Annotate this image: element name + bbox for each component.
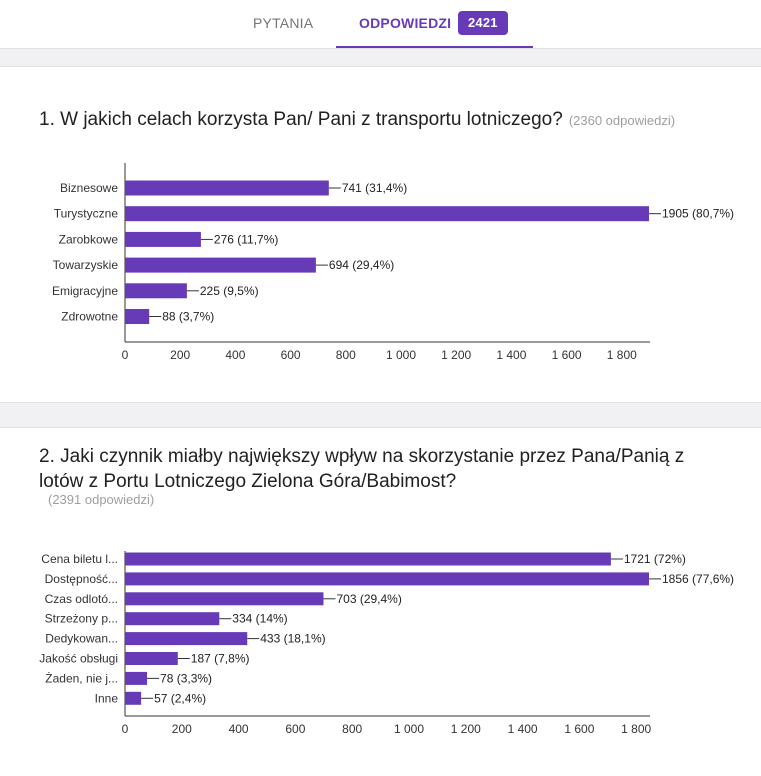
category-label: Inne <box>95 691 119 705</box>
question-1-bar-chart: Biznesowe 741 (31,4%) Turystyczne 1905 (80,… <box>52 163 734 362</box>
category-label: Turystyczne <box>54 207 119 221</box>
bar-0 <box>125 180 329 196</box>
x-tick-label: 800 <box>342 722 362 736</box>
x-tick-label: 200 <box>172 722 192 736</box>
x-tick-label: 0 <box>122 722 129 736</box>
bar-4 <box>125 283 187 299</box>
tab-responses[interactable]: ODPOWIEDZI 2421 <box>336 0 533 48</box>
data-label: 225 (9,5%) <box>200 284 259 298</box>
responses-count-badge: 2421 <box>458 11 508 35</box>
bar-0 <box>125 552 611 566</box>
bar-1 <box>125 206 649 222</box>
x-tick-label: 0 <box>122 348 129 362</box>
x-tick-label: 1 200 <box>451 722 481 736</box>
category-label: Cena biletu l... <box>41 552 118 566</box>
bar-1 <box>125 572 649 586</box>
x-tick-label: 1 000 <box>394 722 424 736</box>
category-label: Zdrowotne <box>61 310 118 324</box>
data-label: 78 (3,3%) <box>160 671 212 685</box>
question-2-text-line2: lotów z Portu Lotniczego Zielona Góra/Ba… <box>39 471 457 492</box>
category-label: Jakość obsługi <box>39 652 118 666</box>
bar-3 <box>125 257 316 273</box>
data-label: 1856 (77,6%) <box>662 572 734 586</box>
data-label: 276 (11,7%) <box>214 232 278 246</box>
category-label: Zarobkowe <box>59 232 119 246</box>
data-label: 703 (29,4%) <box>336 592 401 606</box>
section-divider <box>0 49 761 67</box>
data-label: 187 (7,8%) <box>191 652 250 666</box>
x-tick-label: 1 000 <box>386 348 416 362</box>
x-tick-label: 1 600 <box>564 722 594 736</box>
x-tick-label: 400 <box>229 722 249 736</box>
question-1-response-count: (2360 odpowiedzi) <box>568 113 676 128</box>
category-label: Biznesowe <box>60 181 118 195</box>
question-1-text: 1. W jakich celach korzysta Pan/ Pani z … <box>39 109 563 130</box>
x-tick-label: 1 400 <box>496 348 526 362</box>
x-tick-label: 1 200 <box>441 348 471 362</box>
category-label: Czas odlotó... <box>45 592 118 606</box>
x-tick-label: 600 <box>281 348 301 362</box>
bar-2 <box>125 592 324 606</box>
x-tick-label: 1 400 <box>508 722 538 736</box>
question-2-response-count: (2391 odpowiedzi) <box>48 492 155 507</box>
data-label: 1905 (80,7%) <box>662 207 734 221</box>
question-2-title: 2. Jaki czynnik miałby największy wpływ … <box>39 444 684 494</box>
bar-2 <box>125 231 201 247</box>
section-divider <box>0 402 761 428</box>
data-label: 88 (3,7%) <box>162 310 214 324</box>
category-label: Dedykowan... <box>45 632 118 646</box>
data-label: 694 (29,4%) <box>329 258 394 272</box>
bar-3 <box>125 612 220 626</box>
x-tick-label: 800 <box>336 348 356 362</box>
bar-5 <box>125 309 150 324</box>
x-tick-label: 400 <box>225 348 245 362</box>
x-tick-label: 200 <box>170 348 190 362</box>
data-label: 741 (31,4%) <box>342 181 407 195</box>
x-tick-label: 1 600 <box>552 348 582 362</box>
x-tick-label: 600 <box>285 722 305 736</box>
data-label: 433 (18,1%) <box>260 632 325 646</box>
question-2-bar-chart: Cena biletu l... 1721 (72%) Dostępność... 1… <box>39 551 734 736</box>
bar-6 <box>125 671 148 685</box>
data-label: 57 (2,4%) <box>154 691 206 705</box>
category-label: Towarzyskie <box>53 258 119 272</box>
category-label: Emigracyjne <box>52 284 118 298</box>
question-2-text-line1: 2. Jaki czynnik miałby największy wpływ … <box>39 446 685 467</box>
bar-7 <box>125 691 142 705</box>
category-label: Dostępność... <box>45 572 118 586</box>
category-label: Strzeżony p... <box>45 612 118 626</box>
bar-5 <box>125 652 178 665</box>
x-tick-label: 1 800 <box>621 722 651 736</box>
question-1-title: 1. W jakich celach korzysta Pan/ Pani z … <box>39 107 675 133</box>
data-label: 334 (14%) <box>232 612 287 626</box>
x-tick-label: 1 800 <box>607 348 637 362</box>
tab-responses-label: ODPOWIEDZI <box>359 15 452 31</box>
category-label: Żaden, nie j... <box>45 671 118 685</box>
data-label: 1721 (72%) <box>624 552 686 566</box>
tab-questions[interactable]: PYTANIA <box>253 15 314 31</box>
form-tabs-bar: PYTANIA ODPOWIEDZI 2421 <box>0 0 761 49</box>
bar-4 <box>125 632 248 646</box>
